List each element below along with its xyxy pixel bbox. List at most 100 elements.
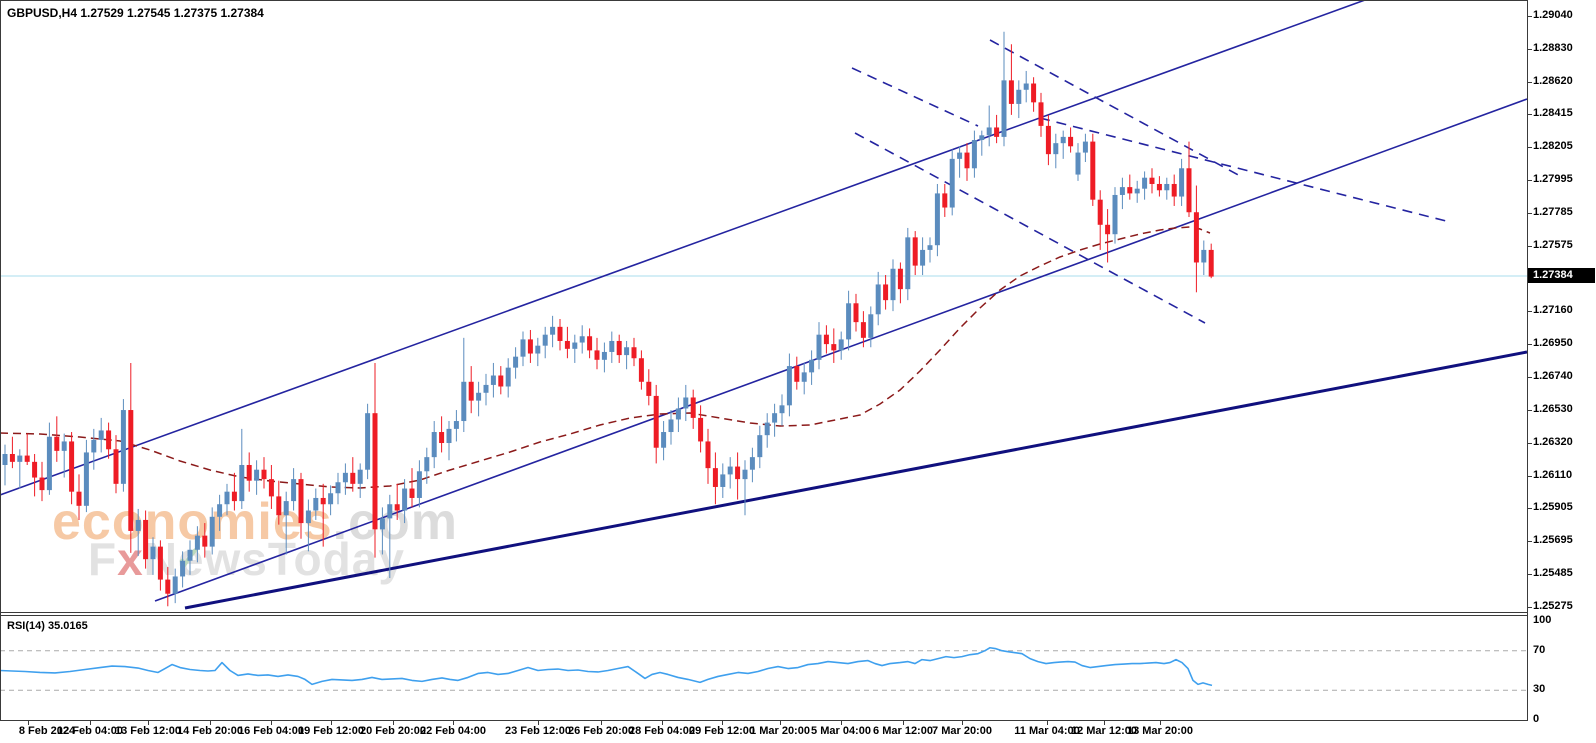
candle xyxy=(1112,187,1118,244)
candle xyxy=(424,447,430,484)
candle xyxy=(646,369,652,406)
candle xyxy=(860,311,866,348)
candle-body xyxy=(283,501,289,516)
candle xyxy=(268,464,274,509)
price-axis-label: 1.25485 xyxy=(1533,567,1573,580)
candle-body xyxy=(1127,187,1133,194)
price-axis-label: 1.26110 xyxy=(1533,468,1573,481)
price-axis-label: 1.26740 xyxy=(1533,370,1573,383)
candle xyxy=(61,433,67,478)
candle xyxy=(927,237,933,263)
candle-body xyxy=(594,350,600,360)
candle-body xyxy=(883,284,889,301)
candle-body xyxy=(668,419,674,433)
candle-body xyxy=(453,421,459,429)
candle xyxy=(69,432,75,505)
price-chart-canvas[interactable] xyxy=(0,0,1527,612)
candle-body xyxy=(934,193,940,246)
candle-body xyxy=(831,344,837,351)
time-axis-label: 1 Mar 20:00 xyxy=(750,725,810,737)
candle xyxy=(172,568,178,604)
candle xyxy=(579,325,585,354)
price-axis-label: 1.28620 xyxy=(1533,74,1573,87)
candle-body xyxy=(276,496,282,516)
candle-body xyxy=(1142,177,1148,189)
price-axis-tick xyxy=(1527,443,1532,444)
candle-body xyxy=(564,340,570,349)
candle-body xyxy=(1038,102,1044,126)
price-axis-label: 1.29040 xyxy=(1533,9,1573,21)
candle xyxy=(313,488,319,520)
chart-title: GBPUSD,H4 1.27529 1.27545 1.27375 1.2738… xyxy=(7,6,264,20)
trendline-dashed[interactable] xyxy=(854,132,1206,324)
candle-body xyxy=(372,413,378,530)
candle-body xyxy=(157,546,163,580)
candle-body xyxy=(350,472,356,484)
candle-body xyxy=(572,342,578,349)
candle xyxy=(897,262,903,304)
candle xyxy=(727,457,733,489)
candle xyxy=(994,114,1000,144)
candle-body xyxy=(550,326,556,335)
frame-left xyxy=(0,0,1,721)
candle xyxy=(46,422,52,495)
candle-body xyxy=(143,519,149,560)
candle xyxy=(209,507,215,555)
time-axis-label: 28 Feb 04:00 xyxy=(628,725,696,737)
candle-body xyxy=(949,158,955,208)
candle-body xyxy=(32,461,38,478)
candle-body xyxy=(150,546,156,560)
candle-body xyxy=(942,193,948,208)
candle-body xyxy=(994,127,1000,137)
candle xyxy=(542,326,548,359)
price-axis-label: 1.27160 xyxy=(1533,304,1573,317)
trendline-dashed[interactable] xyxy=(1039,117,1451,223)
candle xyxy=(350,457,356,492)
trendline-dashed[interactable] xyxy=(851,67,979,127)
candle-body xyxy=(809,359,815,373)
candle xyxy=(920,237,926,276)
candle-body xyxy=(342,472,348,483)
price-axis-tick xyxy=(1527,114,1532,116)
candle xyxy=(490,362,496,398)
candle-body xyxy=(187,549,193,561)
candle xyxy=(187,540,193,575)
trendline-dashed[interactable] xyxy=(989,39,1243,178)
time-axis-tick xyxy=(90,721,91,725)
candle-body xyxy=(1112,194,1118,235)
candle-body xyxy=(905,237,911,290)
candle-body xyxy=(579,336,585,343)
time-axis-tick xyxy=(331,721,332,725)
candle-body xyxy=(54,436,60,451)
rsi-axis-label: 30 xyxy=(1533,683,1546,696)
candle-body xyxy=(365,413,371,470)
price-axis-tick xyxy=(1527,475,1532,477)
time-axis-label: 6 Mar 12:00 xyxy=(873,725,933,737)
candle-body xyxy=(416,471,422,498)
candle xyxy=(1016,80,1022,119)
candle xyxy=(846,290,852,351)
candle xyxy=(949,149,955,216)
rsi-panel-top-border[interactable] xyxy=(0,615,1527,616)
time-axis-label: 20 Feb 20:00 xyxy=(359,725,427,737)
candle-body xyxy=(402,488,408,511)
rsi-panel-canvas[interactable] xyxy=(0,615,1527,720)
candle-body xyxy=(964,152,970,169)
candle xyxy=(942,183,948,217)
candle xyxy=(1149,168,1155,194)
candle-body xyxy=(98,430,104,440)
candle-body xyxy=(1082,141,1088,153)
candle-body xyxy=(653,395,659,448)
candle xyxy=(246,452,252,492)
candle xyxy=(17,449,23,489)
candle-body xyxy=(772,413,778,423)
candle xyxy=(601,342,607,373)
trendline[interactable] xyxy=(0,0,1366,496)
candle xyxy=(291,468,297,511)
candle xyxy=(690,389,696,429)
candle xyxy=(439,416,445,453)
candle-body xyxy=(1097,199,1103,225)
trendline[interactable] xyxy=(184,350,1527,610)
candle-body xyxy=(1149,177,1155,184)
price-axis-tick xyxy=(1527,180,1532,182)
